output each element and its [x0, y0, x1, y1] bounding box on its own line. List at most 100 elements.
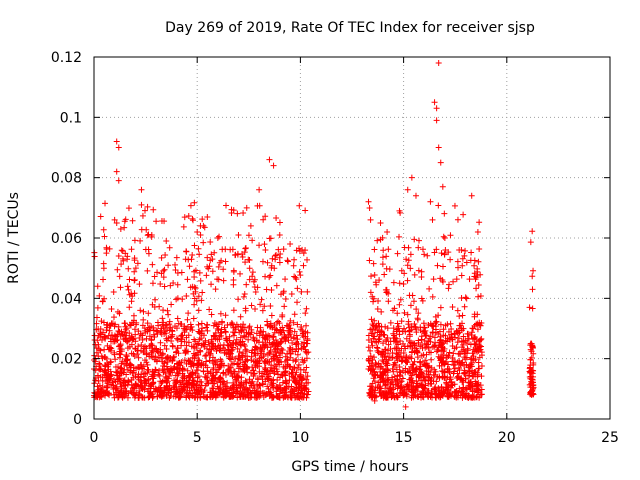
data-point-1365 [156, 354, 163, 361]
data-point-1872 [192, 267, 199, 274]
data-point-1462 [175, 394, 182, 401]
data-point-1925 [258, 346, 265, 353]
data-point-2346 [436, 328, 443, 335]
data-point-1789 [251, 394, 258, 401]
data-point-752 [100, 319, 107, 326]
data-point-1949 [207, 350, 214, 357]
data-point-1973 [187, 326, 194, 333]
data-point-946 [220, 277, 227, 284]
data-point-2002 [267, 235, 274, 242]
data-point-2700 [371, 354, 378, 361]
data-point-1634 [107, 335, 114, 342]
data-point-2463 [458, 295, 465, 302]
data-point-646 [104, 342, 111, 349]
data-point-2069 [468, 249, 475, 256]
data-point-588 [116, 354, 123, 361]
data-point-460 [145, 310, 152, 317]
data-point-1642 [226, 365, 233, 372]
data-point-1926 [160, 363, 167, 370]
data-point-442 [118, 261, 125, 268]
data-point-1924 [216, 347, 223, 354]
data-point-1756 [298, 288, 305, 295]
data-point-1656 [228, 206, 235, 213]
data-point-2547 [384, 376, 391, 383]
data-point-1962 [111, 394, 118, 401]
data-point-904 [131, 277, 138, 284]
data-point-2094 [368, 273, 375, 280]
data-point-1965 [154, 393, 161, 400]
data-point-363 [234, 210, 241, 217]
data-point-2194 [410, 298, 417, 305]
data-point-1096 [197, 232, 204, 239]
data-point-3003 [470, 357, 477, 364]
data-point-3071 [379, 372, 385, 379]
data-point-1664 [284, 357, 291, 364]
data-point-172 [296, 268, 303, 275]
data-point-1686 [190, 315, 197, 322]
data-point-1141 [300, 250, 307, 257]
data-point-87 [178, 342, 185, 349]
data-point-1304 [243, 379, 250, 386]
data-point-1853 [197, 348, 204, 355]
data-point-2114 [405, 257, 412, 264]
data-point-874 [121, 224, 128, 231]
data-point-3019 [369, 365, 376, 372]
data-point-759 [209, 385, 216, 392]
data-point-1247 [149, 261, 156, 268]
data-point-43 [302, 207, 309, 214]
data-point-2720 [426, 349, 433, 356]
data-point-795 [124, 283, 131, 290]
data-point-1691 [134, 347, 141, 354]
data-point-2644 [383, 253, 390, 260]
data-point-1647 [160, 307, 167, 314]
data-point-1762 [200, 362, 207, 369]
data-point-815 [227, 364, 234, 371]
data-point-663 [174, 336, 181, 343]
data-point-211 [192, 370, 199, 377]
data-point-2735 [389, 354, 396, 361]
data-point-2448 [462, 247, 469, 254]
data-point-1900 [103, 322, 110, 329]
data-point-1783 [189, 393, 196, 400]
data-point-846 [238, 342, 245, 349]
data-point-2922 [368, 330, 375, 337]
data-point-3102 [530, 267, 537, 274]
data-point-1025 [160, 267, 167, 274]
data-point-936 [145, 367, 152, 374]
data-point-1559 [179, 374, 186, 381]
data-point-1836 [304, 329, 311, 336]
data-point-649 [229, 346, 236, 353]
data-point-1877 [163, 337, 170, 344]
data-point-2330 [367, 347, 374, 354]
data-point-2658 [411, 320, 418, 327]
data-point-2798 [419, 297, 426, 304]
data-point-730 [138, 379, 145, 386]
data-point-2942 [430, 378, 437, 385]
data-point-2878 [441, 210, 448, 217]
data-point-1901 [121, 382, 128, 389]
data-point-1007 [155, 322, 162, 329]
data-point-2724 [425, 321, 432, 328]
data-point-705 [194, 341, 201, 348]
data-point-2365 [476, 354, 483, 361]
data-point-2849 [387, 381, 394, 388]
data-point-998 [97, 213, 104, 220]
data-point-1350 [276, 349, 283, 356]
data-point-1229 [151, 273, 158, 280]
data-point-1294 [264, 351, 271, 358]
data-point-3050 [394, 380, 401, 387]
data-point-2992 [421, 373, 428, 380]
data-point-2044 [415, 244, 422, 251]
data-point-732 [261, 358, 268, 365]
data-point-2959 [373, 322, 380, 329]
data-point-870 [222, 328, 229, 335]
data-point-183 [303, 322, 310, 329]
data-point-2106 [375, 297, 382, 304]
data-point-1860 [142, 343, 149, 350]
data-point-1012 [126, 276, 133, 283]
data-point-3031 [446, 366, 453, 373]
data-point-2664 [390, 361, 397, 368]
data-point-3162 [214, 235, 221, 241]
data-point-3055 [369, 393, 376, 400]
data-point-3027 [462, 385, 469, 392]
